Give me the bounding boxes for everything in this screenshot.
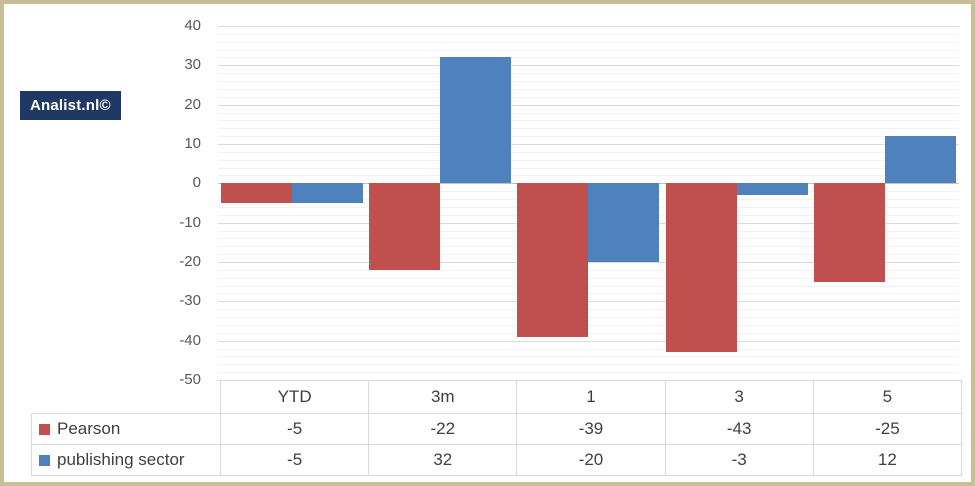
bar-publishing-sector-3 [736,183,808,196]
minor-gridline [218,57,959,59]
major-gridline [218,104,959,106]
minor-gridline [218,277,959,279]
minor-gridline [218,49,959,51]
minor-gridline [218,317,959,319]
table-header-1: 1 [516,380,666,414]
table-header-5: 5 [812,380,963,414]
minor-gridline [218,33,959,35]
analist-logo: Analist.nl© [20,91,121,120]
minor-gridline [218,73,959,75]
table-value-cell: 32 [368,444,518,476]
table-value-cell: -20 [516,444,666,476]
y-axis-tick-label: 30 [184,56,201,74]
table-corner-cell [32,381,221,414]
minor-gridline [218,324,959,326]
minor-gridline [218,96,959,98]
minor-gridline [218,269,959,271]
bar-pearson-3 [665,183,737,353]
bar-publishing-sector-3m [440,57,512,184]
bar-pearson-ytd [221,183,292,203]
minor-gridline [218,128,959,130]
table-header-ytd: YTD [219,380,370,414]
minor-gridline [218,372,959,374]
minor-gridline [218,159,959,161]
bar-pearson-3m [369,183,441,270]
major-gridline [218,301,959,303]
bar-publishing-sector-5 [884,136,956,184]
bar-publishing-sector-ytd [292,183,363,203]
y-axis-tick-label: 20 [184,95,201,113]
minor-gridline [218,309,959,311]
bar-pearson-1 [517,183,589,337]
y-axis-tick-label: 0 [192,174,201,192]
legend-marker-publishing-sector [39,455,50,466]
minor-gridline [218,364,959,366]
minor-gridline [218,348,959,350]
major-gridline [218,65,959,67]
minor-gridline [218,293,959,295]
table-value-cell: -43 [664,413,814,445]
y-axis-tick-label: -40 [179,331,201,349]
table-value-cell: -3 [664,444,814,476]
minor-gridline [218,112,959,114]
minor-gridline [218,81,959,83]
table-row-pearson: Pearson -5 -22 -39 -43 -25 [31,413,963,445]
chart-plot-area [218,26,959,381]
table-header-3m: 3m [368,380,518,414]
minor-gridline [218,120,959,122]
y-axis-tick-label: 10 [184,135,201,152]
minor-gridline [218,136,959,138]
table-value-cell: 12 [812,444,963,476]
bar-publishing-sector-1 [588,183,660,262]
y-axis-tick-label: -20 [179,253,201,270]
y-axis-tick-label: -30 [179,292,201,310]
y-axis-tick-label: -50 [179,371,201,388]
major-gridline [218,26,959,27]
minor-gridline [218,175,959,177]
legend-cell: Pearson [31,413,221,445]
y-axis-tick-label: 40 [184,17,201,34]
table-value-cell: -5 [219,413,370,445]
minor-gridline [218,332,959,334]
series-name-label: publishing sector [57,450,185,469]
major-gridline [218,340,959,342]
minor-gridline [218,88,959,90]
y-axis-tick-label: -10 [179,213,201,231]
major-gridline [218,262,959,263]
legend-cell: publishing sector [31,444,221,476]
minor-gridline [218,41,959,43]
series-name-label: Pearson [57,419,121,438]
minor-gridline [218,285,959,287]
data-table: YTD 3m 1 3 5 Pearson -5 -22 -39 -43 -25 publishing … [31,380,963,476]
legend-marker-pearson [39,424,50,435]
table-value-cell: -25 [812,413,963,445]
bar-pearson-5 [813,183,885,282]
major-gridline [218,144,959,145]
table-row-publishing-sector: publishing sector -5 32 -20 -3 12 [31,444,963,476]
table-value-cell: -39 [516,413,666,445]
table-value-cell: -5 [219,444,370,476]
table-header-3: 3 [664,380,814,414]
minor-gridline [218,167,959,169]
minor-gridline [218,151,959,153]
table-value-cell: -22 [368,413,518,445]
minor-gridline [218,356,959,358]
